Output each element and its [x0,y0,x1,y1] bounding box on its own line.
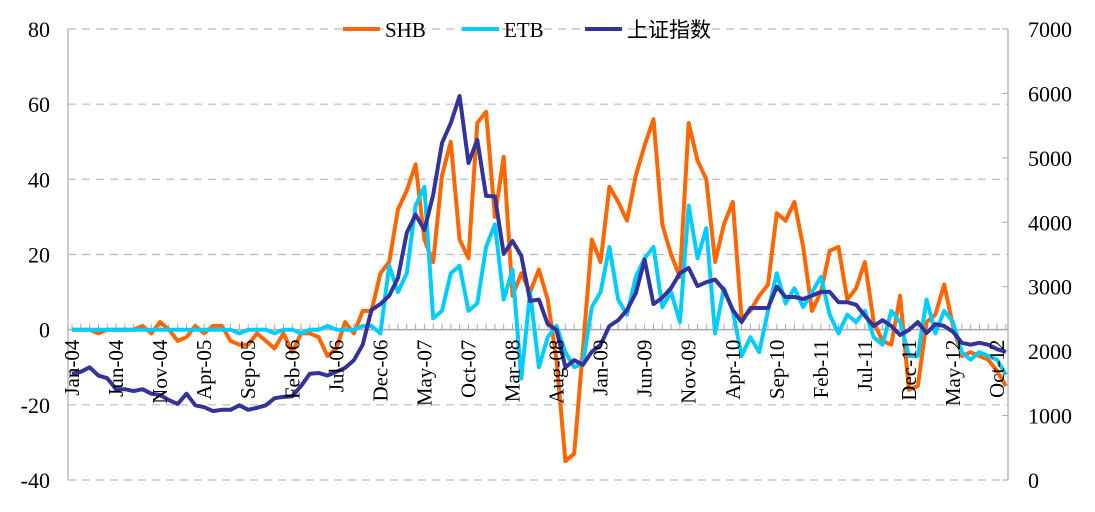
x-tick-label: Sep-05 [236,340,260,400]
series-lines [71,94,1008,464]
y2-tick-label: 3000 [1028,275,1072,300]
x-tick-label: Feb-06 [280,340,304,400]
x-tick-label: Jun-04 [104,339,128,397]
x-tick-label: May-12 [941,340,965,407]
y2-tick-label: 1000 [1028,404,1072,429]
x-tick-label: Aug-08 [545,340,569,404]
x-tick-labels: Jan-04 Jun-04 Nov-04 Apr-05 Sep-05 Feb-06 Jul-… [60,339,1009,406]
y-tick-label: 40 [28,167,50,192]
x-tick-label: May-07 [412,340,436,407]
y2-tick-label: 7000 [1028,17,1072,42]
series-line-shb [72,109,1008,464]
y2-tick-label: 2000 [1028,339,1072,364]
x-tick-label: Nov-09 [677,340,701,404]
y-tick-label: -40 [21,468,50,493]
x-tick-label: Feb-11 [809,340,833,399]
axes: -40 -20 0 20 40 60 80 0 1000 2000 3000 4000 5000 6000… [21,17,1072,493]
x-tick-label: Oct-07 [456,340,480,398]
x-tick-label: Dec-06 [368,340,392,402]
legend: SHB ETB 上证指数 [343,18,711,42]
y-tick-label: 80 [28,17,50,42]
gridlines [68,28,1008,481]
x-tick-label: Jul-11 [853,340,877,392]
y-tick-label: 0 [39,318,50,343]
series-line-shanghai-index [71,94,1007,414]
y2-tick-label: 5000 [1028,146,1072,171]
y-tick-label: 60 [28,92,50,117]
x-tick-label: Sep-10 [765,340,789,400]
x-tick-label: Nov-04 [148,339,172,404]
y2-tick-label: 6000 [1028,81,1072,106]
legend-label: ETB [504,18,544,42]
x-tick-label: Mar-08 [501,340,525,403]
series-line-etb [72,184,1008,381]
x-tick-label: Dec-11 [897,340,921,401]
x-tick-label: Jan-09 [589,340,613,396]
y2-tick-label: 4000 [1028,210,1072,235]
legend-label: 上证指数 [627,18,711,42]
x-tick-label: Apr-10 [721,340,745,400]
legend-label: SHB [385,18,426,42]
x-tick-label: Jan-04 [60,339,84,395]
x-tick-label: Jun-09 [633,340,657,397]
x-tick-label: Oct-12 [985,340,1009,398]
x-tick-label: Apr-05 [192,340,216,400]
y2-tick-label: 0 [1028,468,1039,493]
y-tick-label: 20 [28,243,50,268]
y-tick-label: -20 [21,393,50,418]
x-tick-label: Jul-06 [324,340,348,393]
